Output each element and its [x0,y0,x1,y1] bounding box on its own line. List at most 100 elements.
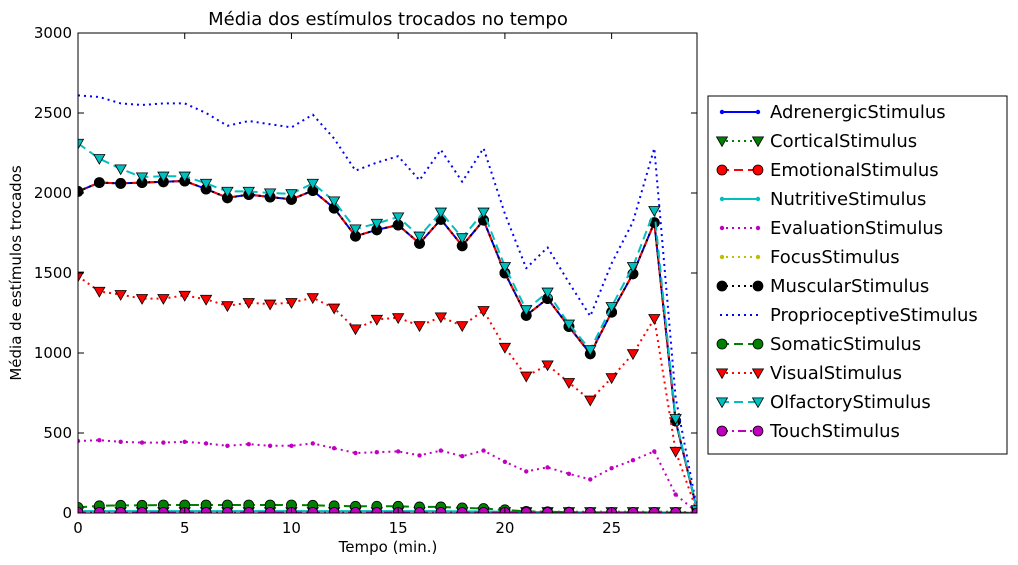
data-point-olfactorystimulus [605,302,618,313]
data-point-olfactorystimulus [349,224,362,236]
data-point-visualstimulus [562,378,576,389]
legend-swatch-marker [716,164,728,176]
series-olfactorystimulus [78,138,697,513]
x-tick-label: 20 [495,519,514,537]
data-point-touchstimulus [691,507,697,513]
data-point-olfactorystimulus [391,212,405,224]
legend-item-touchstimulus: TouchStimulus [716,421,900,442]
data-point-visualstimulus [584,395,597,407]
legend-label: SomaticStimulus [770,334,921,355]
data-point-evaluationstimulus [246,442,251,447]
data-point-visualstimulus [263,299,277,311]
data-point-olfactorystimulus [242,186,255,198]
legend-swatch-marker [715,397,729,409]
data-point-olfactorystimulus [626,262,640,273]
data-point-visualstimulus [498,342,512,354]
legend-swatch-marker [716,425,728,437]
data-point-evaluationstimulus [139,440,145,445]
data-point-evaluationstimulus [267,443,273,448]
y-tick-label: 2000 [34,184,72,202]
legend-label: CorticalStimulus [770,131,917,152]
data-point-evaluationstimulus [225,443,230,448]
series-evaluationstimulus [78,438,697,513]
data-point-olfactorystimulus [370,218,384,230]
y-tick-label: 0 [62,504,72,522]
data-point-muscularstimulus [78,186,84,197]
data-point-olfactorystimulus [135,172,149,184]
data-point-visualstimulus [477,306,490,317]
data-point-evaluationstimulus [460,454,465,459]
legend-item-somaticstimulus: SomaticStimulus [716,334,921,355]
data-point-olfactorystimulus [93,154,106,165]
data-point-visualstimulus [221,301,234,313]
legend-swatch-marker [752,164,764,176]
data-point-evaluationstimulus [417,453,422,458]
data-point-evaluationstimulus [97,438,102,443]
data-point-evaluationstimulus [118,439,123,444]
data-point-olfactorystimulus [263,188,277,200]
y-tick-label: 3000 [34,24,72,42]
legend-swatch-marker [752,280,764,292]
legend-swatch-marker [752,338,764,350]
legend-item-proprioceptivestimulus: ProprioceptiveStimulus [720,305,978,326]
data-point-evaluationstimulus [630,458,636,463]
data-point-visualstimulus [626,349,640,361]
series-emotionalstimulus [78,175,697,513]
data-point-olfactorystimulus [477,207,490,219]
data-point-olfactorystimulus [434,207,448,219]
data-point-visualstimulus [349,324,362,336]
data-point-muscularstimulus [93,177,105,189]
y-axis-label: Média de estímulos trocados [7,165,25,381]
data-point-olfactorystimulus [562,319,576,331]
data-point-visualstimulus [93,286,106,298]
data-point-olfactorystimulus [178,171,191,183]
plot-marks [78,94,697,513]
data-point-visualstimulus [456,321,469,333]
data-point-olfactorystimulus [199,178,213,190]
y-tick-label: 1500 [34,264,72,282]
data-point-visualstimulus [199,294,213,306]
data-point-muscularstimulus [115,177,127,189]
data-point-olfactorystimulus [157,171,170,183]
data-point-visualstimulus [370,314,384,326]
legend-label: AdrenergicStimulus [770,102,946,123]
legend-swatch-marker [719,254,725,260]
legend-swatch-marker [751,136,765,148]
data-point-olfactorystimulus [520,305,533,317]
y-tick-label: 500 [43,424,72,442]
data-point-olfactorystimulus [541,287,554,299]
series-line-muscularstimulus [78,180,697,511]
legend-item-olfactorystimulus: OlfactoryStimulus [715,392,931,413]
legend: AdrenergicStimulus CorticalStimulus Emotio… [707,95,1008,455]
data-point-evaluationstimulus [289,443,294,448]
data-point-evaluationstimulus [161,440,166,445]
data-point-evaluationstimulus [310,441,315,446]
legend-swatch-marker [719,225,725,231]
legend-swatch-marker [716,280,728,292]
x-tick-label: 5 [180,519,190,537]
data-point-evaluationstimulus [353,450,358,456]
data-point-visualstimulus [648,314,661,325]
data-point-olfactorystimulus [78,138,85,150]
x-tick-label: 15 [389,519,408,537]
series-line-visualstimulus [78,275,697,512]
legend-swatch-marker [751,397,765,409]
data-point-visualstimulus [114,290,127,301]
series-line-emotionalstimulus [78,180,697,511]
legend-label: OlfactoryStimulus [770,392,931,413]
legend-item-visualstimulus: VisualStimulus [715,363,902,384]
chart-title: Média dos estímulos trocados no tempo [208,9,568,30]
data-point-olfactorystimulus [413,231,426,243]
data-point-olfactorystimulus [114,164,127,176]
data-point-evaluationstimulus [566,471,572,476]
data-point-olfactorystimulus [221,186,234,198]
series-line-evaluationstimulus [78,439,697,513]
x-tick-label: 25 [602,519,621,537]
legend-label: VisualStimulus [770,363,902,384]
data-point-olfactorystimulus [498,262,512,273]
legend-swatch-marker [755,254,761,260]
data-point-visualstimulus [135,294,149,305]
axis-ticks: 0 5 10 15 20 25 0 500 1000 1500 2000 2500 3000 [34,24,697,537]
data-point-visualstimulus [78,271,85,283]
